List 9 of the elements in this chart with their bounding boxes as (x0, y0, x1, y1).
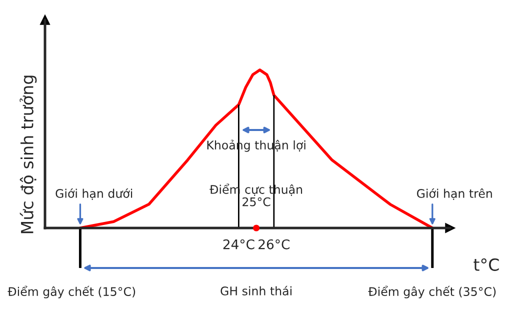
x-axis-title: t°C (474, 258, 499, 271)
text: Điểm gây chết (15°C) (8, 286, 136, 298)
annotation: Giới hạn dưới (56, 188, 132, 200)
annotation: Giới hạn trên (416, 188, 492, 200)
text: Điểm gây chết (35°C) (368, 286, 496, 298)
x-tick-label: 26°C (258, 239, 290, 250)
y-axis-title: Mức độ sinh trưởng (20, 76, 37, 234)
x-tick-label: 24°C (223, 239, 254, 250)
text: GH sinh thái (220, 286, 292, 296)
